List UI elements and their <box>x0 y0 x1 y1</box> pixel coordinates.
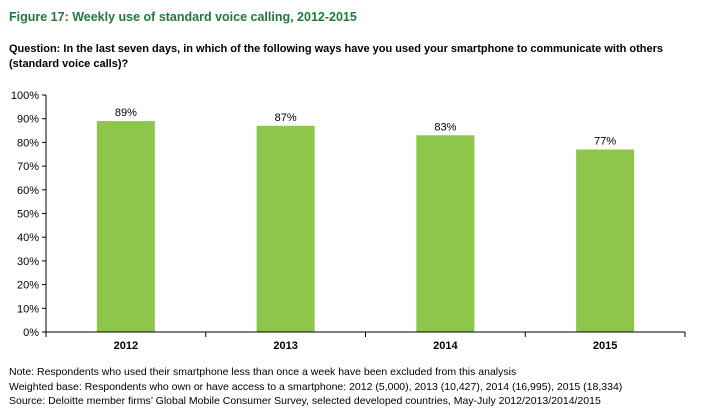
bar-2014 <box>416 135 475 332</box>
note-text: Note: Respondents who used their smartph… <box>9 366 517 378</box>
bar-chart: 0% 10% 20% 30% 40% 50% 60% 70% 80% 90% 100% 89% 87%… <box>11 90 686 352</box>
y-tick-label: 10% <box>17 303 39 315</box>
x-tick-label: 2015 <box>593 340 617 352</box>
bar-value-label: 87% <box>275 112 297 124</box>
y-tick-label: 20% <box>17 280 39 292</box>
y-tick-label: 100% <box>11 90 39 102</box>
y-tick-label: 30% <box>17 256 39 268</box>
bar-value-label: 77% <box>594 136 616 148</box>
y-tick-label: 40% <box>17 232 39 244</box>
weighted-base-text: Weighted base: Respondents who own or ha… <box>9 380 623 393</box>
y-tick-label: 80% <box>17 137 39 149</box>
bar-2013 <box>256 125 315 332</box>
x-axis-ticks: 2012 2013 2014 2015 <box>45 332 686 352</box>
y-axis-ticks: 0% 10% 20% 30% 40% 50% 60% 70% 80% 90% 100% <box>11 90 46 339</box>
x-tick-label: 2014 <box>433 340 458 352</box>
survey-question: Question: In the last seven days, in whi… <box>9 43 664 70</box>
bar-value-label: 83% <box>434 121 456 133</box>
figure-title: Figure 17: Weekly use of standard voice … <box>9 10 357 24</box>
y-tick-label: 0% <box>23 327 39 339</box>
bar-2015 <box>576 149 635 332</box>
y-tick-label: 60% <box>17 185 39 197</box>
y-tick-label: 50% <box>17 209 39 221</box>
y-tick-label: 90% <box>17 114 39 126</box>
y-tick-label: 70% <box>17 161 39 173</box>
x-tick-label: 2012 <box>114 340 138 352</box>
bar-value-label: 89% <box>115 107 137 119</box>
source-text: Source: Deloitte member firms’ Global Mo… <box>9 395 601 407</box>
bars: 89% 87% 83% 77% <box>96 107 635 332</box>
figure-notes: Note: Respondents who used their smartph… <box>9 365 622 409</box>
x-tick-label: 2013 <box>273 340 297 352</box>
bar-2012 <box>96 121 155 332</box>
